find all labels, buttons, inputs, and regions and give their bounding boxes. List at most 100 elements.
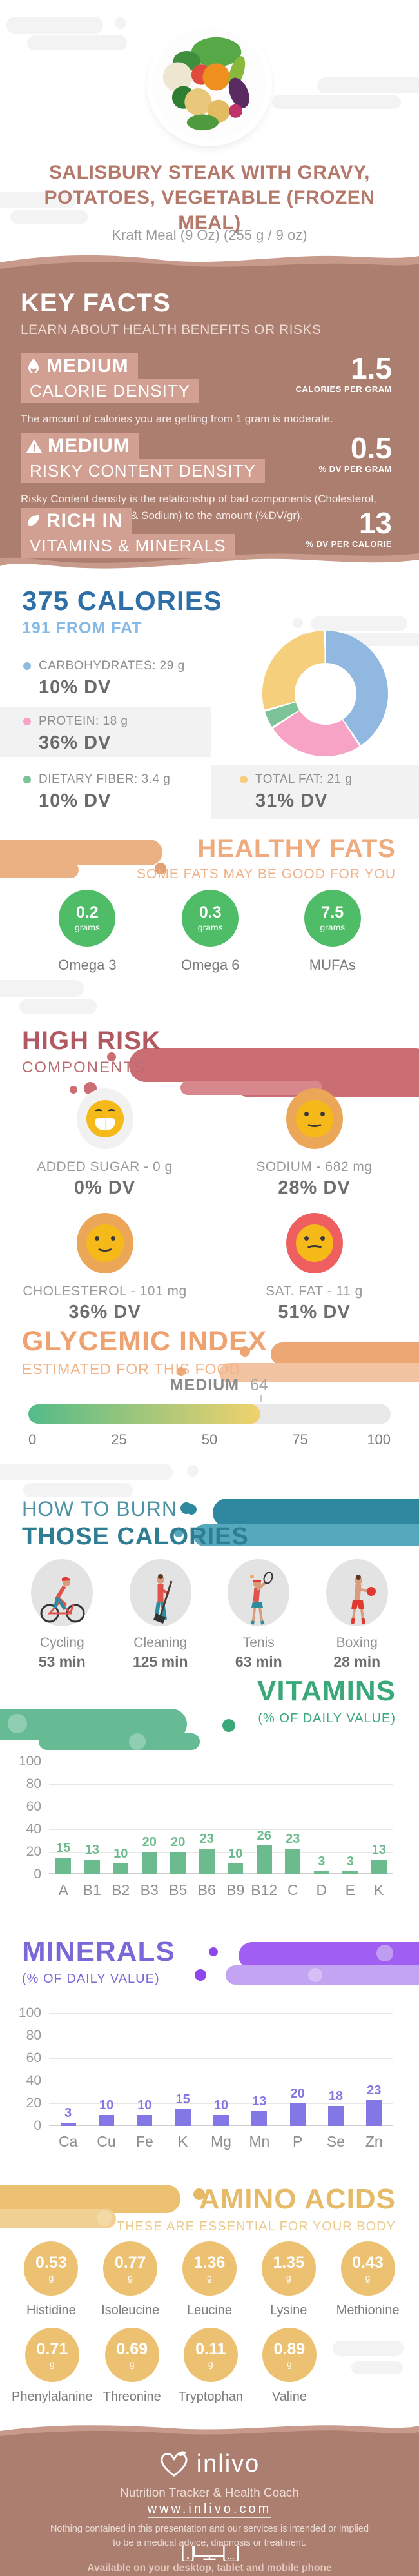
fact-value: 0.5	[351, 431, 392, 465]
deco-dot	[97, 2210, 112, 2226]
fact-description: The amount of calories you are getting f…	[21, 413, 333, 425]
amino-label: Tryptophan	[178, 2390, 244, 2404]
bar-column: 26 B12	[250, 1762, 279, 1899]
fact-name: VITAMINS & MINERALS	[21, 534, 235, 558]
header-section: SALISBURY STEAK WITH GRAVY, POTATOES, VE…	[0, 0, 419, 248]
bar-value: 3	[64, 2105, 72, 2120]
deco-dot	[115, 17, 126, 29]
brand-name: inlivo	[196, 2450, 260, 2477]
glycemic-subtitle: ESTIMATED FOR THIS FOOD	[22, 1361, 241, 1377]
bar-column: 20 B5	[164, 1762, 193, 1898]
activity-time: 125 min	[132, 1653, 188, 1670]
deco-ribbon	[0, 2185, 180, 2213]
activity-boxing: Boxing 28 min	[308, 1559, 407, 1671]
site-url[interactable]: www.inlivo.com	[0, 2502, 419, 2518]
fat-label: Omega 3	[58, 957, 117, 973]
calories-title: 375 CALORIES	[22, 585, 222, 616]
y-tick-label: 100	[18, 2005, 41, 2020]
amino-label: Threonine	[102, 2390, 161, 2404]
deco-pill	[0, 192, 76, 208]
bar-value: 18	[328, 2089, 344, 2103]
bar-category-label: D	[316, 1882, 327, 1898]
deco-dot	[107, 1052, 116, 1061]
bar-category-label: K	[177, 2133, 188, 2150]
amino-label: Leucine	[186, 2303, 233, 2317]
gi-scale-label: 75	[292, 1431, 308, 1448]
gi-label: MEDIUM 64	[170, 1376, 268, 1395]
risk-cholesterol: CHOLESTEROL - 101 mg 36% DV	[0, 1213, 210, 1323]
amino-label: Histidine	[26, 2303, 76, 2317]
bar	[137, 2114, 153, 2126]
fiber-bullet	[23, 776, 31, 783]
y-tick-label: 60	[26, 2050, 41, 2065]
page-subtitle: Kraft Meal (9 Oz) (255 g / 9 oz)	[112, 227, 307, 243]
fat-value: 0.3	[199, 903, 222, 922]
food-photo	[153, 27, 266, 141]
amino-blob: 0.43 g	[335, 2239, 402, 2296]
legend-dv: 31% DV	[255, 791, 328, 811]
deco-dot	[8, 1714, 27, 1733]
bar-category-label: B9	[226, 1882, 245, 1898]
deco-dot	[177, 1367, 186, 1376]
fact-level: RICH IN	[46, 510, 123, 531]
bar-value: 23	[367, 2083, 382, 2098]
bar-column: 23 Zn	[355, 2013, 393, 2150]
bar	[256, 1845, 272, 1874]
gi-scale-label: 25	[111, 1431, 127, 1448]
bar-category-label: Mn	[249, 2133, 270, 2150]
legend-protein: PROTEIN: 18 g 36% DV	[23, 714, 128, 754]
protein-bullet	[23, 718, 31, 725]
bar-column: 10 Cu	[87, 2013, 125, 2150]
high-risk-title: HIGH RISK	[22, 1027, 161, 1055]
y-tick-label: 20	[26, 1844, 41, 1859]
deco-dot	[187, 1465, 199, 1477]
glycemic-title: GLYCEMIC INDEX	[22, 1326, 268, 1357]
bar-value: 10	[213, 2098, 229, 2112]
availability-note: Available on your desktop, tablet and mo…	[87, 2562, 332, 2573]
activity-name: Cleaning	[133, 1635, 188, 1650]
risk-dv: 0% DV	[73, 1177, 136, 1198]
fat-label: MUFAs	[309, 957, 356, 973]
y-tick-label: 40	[26, 1822, 41, 1836]
fat-omega6: 0.3 grams Omega 6	[177, 887, 246, 974]
bar-category-label: P	[292, 2133, 303, 2150]
y-tick-label: 100	[18, 1754, 41, 1769]
calories-section: 375 CALORIES 191 FROM FAT CARBOHYDRATES:…	[0, 580, 419, 833]
fact-unit: % DV PER GRAM	[318, 464, 392, 474]
vitamins-bars: 15 A 13 B1 10 B2 20 B3 20 B5 23 B6 10 B9 26 B12 23 C 3 D 3 E 1…	[49, 1762, 393, 1899]
deco-dot	[222, 1719, 235, 1732]
minerals-title: MINERALS	[22, 1936, 175, 1967]
amino-tryptophan: 0.11 g Tryptophan	[171, 2325, 250, 2404]
bar-category-label: E	[345, 1882, 355, 1898]
fat-blob: 0.3 grams	[177, 887, 246, 947]
minerals-subtitle: (% OF DAILY VALUE)	[22, 1972, 160, 1986]
bar	[98, 2114, 114, 2126]
bar-value: 20	[290, 2087, 305, 2101]
fat-unit: grams	[320, 921, 346, 932]
legend-dv: 36% DV	[39, 732, 112, 753]
key-facts-section: KEY FACTS LEARN ABOUT HEALTH BENEFITS OR…	[0, 277, 419, 558]
fact-level: MEDIUM	[46, 355, 129, 377]
vitamins-subtitle: (% OF DAILY VALUE)	[258, 1711, 396, 1726]
bar-column: 20 B3	[135, 1762, 164, 1898]
smile-face-icon	[76, 1213, 133, 1273]
risk-added-sugar: ADDED SUGAR - 0 g 0% DV	[0, 1088, 210, 1199]
bar-column: 15 A	[49, 1762, 78, 1898]
deco-ribbon	[219, 1363, 419, 1382]
deco-ribbon	[193, 1524, 419, 1546]
legend-total-fat: TOTAL FAT: 21 g 31% DV	[240, 772, 352, 812]
bar-value: 23	[199, 1831, 214, 1846]
bar	[60, 2122, 76, 2126]
healthy-fats-subtitle: SOME FATS MAY BE GOOD FOR YOU	[136, 867, 396, 881]
gi-track	[28, 1404, 391, 1424]
bar-category-label: B12	[251, 1882, 278, 1898]
activity-time: 28 min	[333, 1653, 381, 1670]
bar	[285, 1848, 301, 1874]
fact-unit: % DV PER CALORIE	[306, 539, 392, 549]
bar-column: 10 Mg	[202, 2013, 240, 2150]
bar-value: 3	[346, 1854, 354, 1869]
deco-dot	[308, 1968, 322, 1982]
bar-category-label: Ca	[58, 2133, 78, 2150]
warning-icon	[26, 438, 43, 454]
